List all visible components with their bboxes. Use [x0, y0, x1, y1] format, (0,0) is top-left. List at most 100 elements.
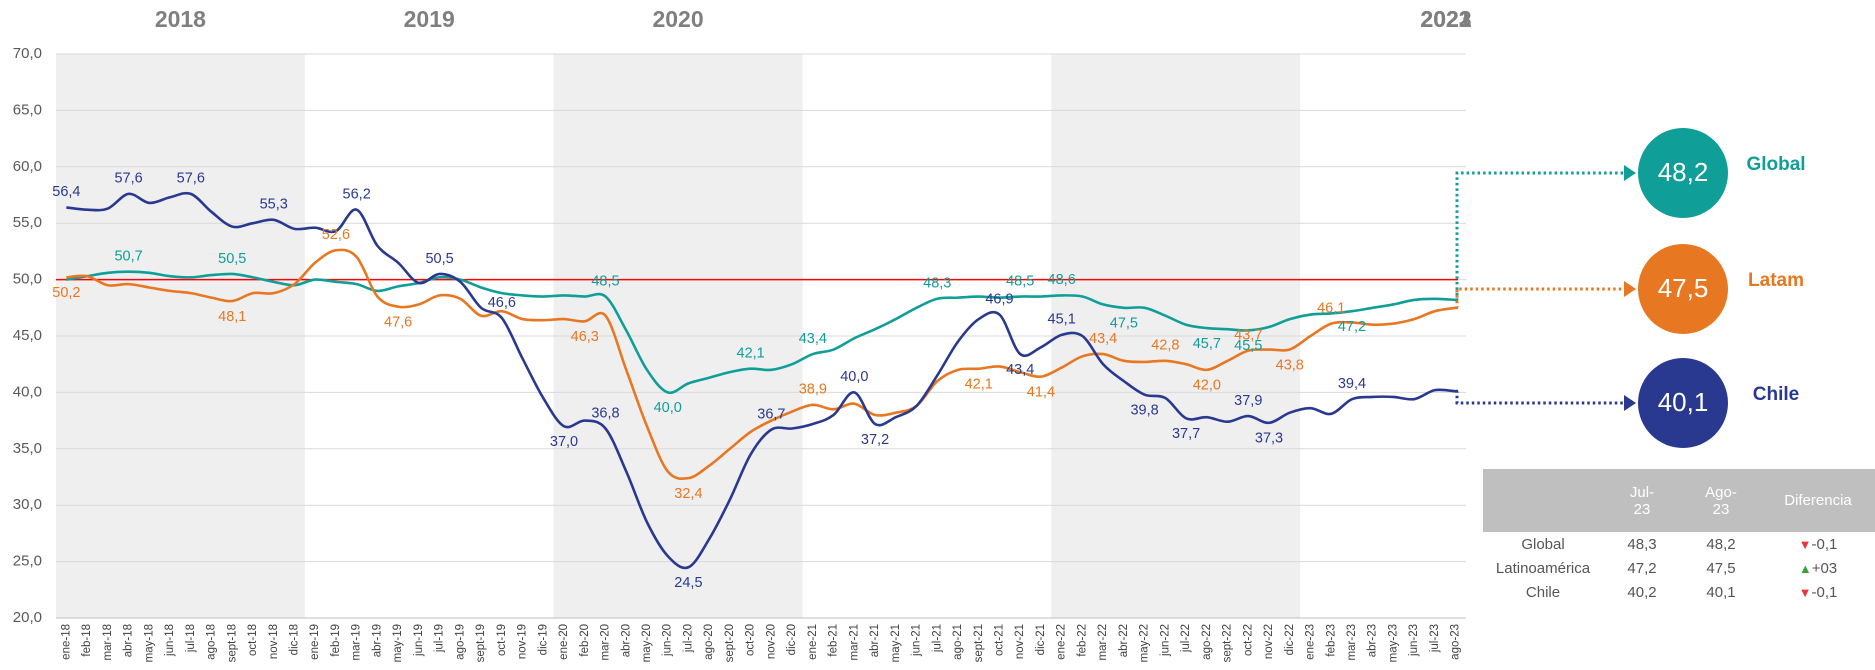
x-tick-label: may-19 — [392, 624, 404, 662]
table-row: Latinoamérica 47,2 47,5 ▲+03 — [1483, 556, 1875, 580]
x-tick-label: abr-23 — [1367, 624, 1379, 657]
x-tick-label: jun-23 — [1408, 624, 1420, 657]
x-tick-label: feb-22 — [1076, 624, 1088, 657]
data-label: 48,5 — [1006, 273, 1034, 289]
data-label: 48,1 — [218, 309, 246, 325]
callout-value: 40,1 — [1658, 387, 1709, 417]
y-tick-label: 20,0 — [13, 609, 42, 626]
x-tick-label: ago-23 — [1450, 624, 1462, 660]
header-cell: Jul-23 — [1603, 469, 1681, 532]
cell-jul: 47,2 — [1627, 559, 1657, 577]
data-label: 42,0 — [1193, 378, 1221, 394]
data-label: 50,5 — [218, 251, 246, 267]
header-text: Jul-23 — [1629, 483, 1655, 518]
x-tick-label: jun-22 — [1159, 624, 1171, 657]
year-label: 2020 — [652, 6, 703, 32]
diff-value: -0,1 — [1811, 583, 1838, 601]
x-tick-label: may-23 — [1387, 624, 1399, 662]
data-label: 55,3 — [260, 197, 288, 213]
cell-ago: 47,5 — [1706, 559, 1736, 577]
data-label: 56,2 — [343, 186, 371, 202]
data-label: 47,5 — [1110, 316, 1138, 332]
x-tick-label: feb-23 — [1325, 624, 1337, 657]
x-tick-label: ago-19 — [454, 624, 466, 660]
data-label: 50,2 — [52, 285, 80, 301]
callout-arrow — [1455, 287, 1626, 310]
x-tick-label: mar-18 — [102, 624, 114, 660]
data-label: 57,6 — [177, 171, 205, 187]
cell-jul: 40,2 — [1627, 583, 1657, 601]
data-label: 46,9 — [985, 291, 1013, 307]
x-tick-label: ago-21 — [952, 624, 964, 660]
x-tick-label: oct-22 — [1242, 624, 1254, 656]
summary-table: Jul-23 Ago-23 Diferencia Global 48,3 48,2 ▼… — [1483, 469, 1875, 604]
y-tick-label: 60,0 — [13, 158, 42, 175]
data-label: 36,8 — [591, 405, 619, 421]
data-label: 24,5 — [674, 575, 702, 591]
x-tick-label: dic-22 — [1284, 624, 1296, 655]
data-label: 57,6 — [114, 171, 142, 187]
trend-icon: ▼ — [1798, 536, 1812, 552]
x-tick-label: ene-19 — [309, 624, 321, 660]
data-label: 37,2 — [861, 432, 889, 448]
data-label: 46,1 — [1317, 300, 1345, 316]
x-tick-label: dic-21 — [1035, 624, 1047, 655]
data-label: 45,1 — [1048, 312, 1076, 328]
y-tick-label: 30,0 — [13, 496, 42, 513]
year-label: 2019 — [404, 6, 455, 32]
x-tick-label: ene-20 — [558, 624, 570, 660]
x-tick-label: sept-21 — [973, 624, 985, 662]
header-cell — [1483, 469, 1603, 532]
x-tick-label: jun-18 — [164, 624, 176, 657]
diff-value: -0,1 — [1811, 535, 1838, 553]
y-tick-label: 40,0 — [13, 383, 42, 400]
cell-jul: 48,3 — [1627, 535, 1657, 553]
x-tick-label: sept-20 — [724, 624, 736, 662]
cell-ago: 48,2 — [1706, 535, 1736, 553]
x-tick-label: may-21 — [890, 624, 902, 662]
data-label: 50,5 — [425, 251, 453, 267]
callout-arrow — [1455, 389, 1626, 405]
callout-arrow — [1455, 171, 1626, 302]
y-tick-label: 35,0 — [13, 440, 42, 457]
data-label: 48,3 — [923, 276, 951, 292]
diff-value: +03 — [1811, 559, 1838, 577]
y-tick-label: 70,0 — [13, 45, 42, 62]
x-tick-label: mar-19 — [351, 624, 363, 660]
y-tick-label: 50,0 — [13, 271, 42, 288]
callout-name: Chile — [1753, 384, 1799, 405]
data-label: 43,4 — [1089, 331, 1117, 347]
x-tick-label: abr-21 — [869, 624, 881, 657]
x-tick-label: oct-18 — [247, 624, 259, 656]
x-tick-label: oct-20 — [745, 624, 757, 656]
callout-circle — [1638, 128, 1728, 218]
callout-value: 48,2 — [1658, 157, 1709, 187]
x-tick-label: dic-18 — [288, 624, 300, 655]
x-tick-label: jun-21 — [911, 624, 923, 657]
trend-icon: ▲ — [1798, 560, 1812, 576]
year-label: 2021 — [1420, 6, 1471, 32]
x-tick-label: jul-18 — [185, 624, 197, 653]
data-label: 38,9 — [799, 382, 827, 398]
x-tick-label: feb-19 — [330, 624, 342, 657]
x-tick-label: may-18 — [143, 624, 155, 662]
x-tick-label: ago-22 — [1201, 624, 1213, 660]
cell-diff: ▼-0,1 — [1761, 580, 1875, 604]
header-cell: Diferencia — [1761, 469, 1875, 532]
x-tick-label: sept-22 — [1222, 624, 1234, 662]
x-tick-label: jul-21 — [931, 624, 943, 653]
data-label: 42,1 — [965, 377, 993, 393]
callout-value: 47,5 — [1658, 273, 1709, 303]
header-cell: Ago-23 — [1681, 469, 1761, 532]
data-label: 43,4 — [1006, 362, 1034, 378]
data-label: 39,4 — [1338, 376, 1366, 392]
data-label: 47,2 — [1338, 319, 1366, 335]
x-tick-label: oct-21 — [993, 624, 1005, 656]
row-name: Latinoamérica — [1495, 559, 1591, 577]
data-label: 37,7 — [1172, 426, 1200, 442]
data-label: 37,0 — [550, 434, 578, 450]
year-label: 2023 — [1420, 6, 1471, 32]
data-label: 42,8 — [1151, 338, 1179, 354]
x-tick-label: nov-22 — [1263, 624, 1275, 659]
